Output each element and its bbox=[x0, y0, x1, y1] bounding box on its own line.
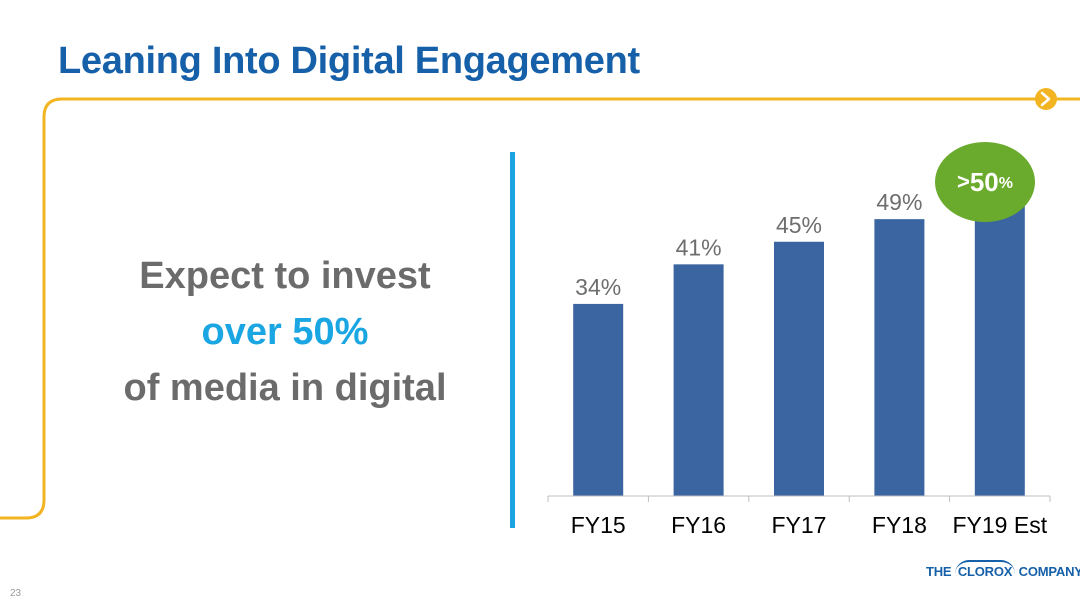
vertical-divider bbox=[510, 152, 515, 528]
badge-value: 50 bbox=[969, 166, 999, 197]
estimate-badge: > 50 % bbox=[935, 142, 1035, 222]
bar-4 bbox=[974, 202, 1025, 496]
company-logo: THE CLOROX COMPANY bbox=[926, 560, 1080, 586]
investment-callout: Expect to invest over 50% of media in di… bbox=[70, 248, 500, 416]
data-label-2: 45% bbox=[776, 212, 822, 238]
x-tick-label-2: FY17 bbox=[772, 512, 827, 538]
bar-2 bbox=[774, 241, 824, 496]
logo-the: THE bbox=[926, 564, 952, 579]
bar-0 bbox=[573, 303, 624, 496]
callout-line-1: Expect to invest bbox=[139, 255, 431, 297]
callout-line-3: of media in digital bbox=[123, 367, 447, 409]
frame-line bbox=[0, 97, 1080, 520]
badge-prefix: > bbox=[956, 169, 970, 194]
page-number: 23 bbox=[10, 588, 22, 599]
chevron-right-icon bbox=[1035, 88, 1057, 110]
x-tick-label-0: FY15 bbox=[571, 512, 626, 538]
badge-suffix: % bbox=[998, 175, 1013, 192]
bar-1 bbox=[673, 264, 724, 496]
logo-company: COMPANY bbox=[1018, 564, 1080, 579]
bar-3 bbox=[874, 219, 925, 496]
x-tick-label-3: FY18 bbox=[872, 512, 927, 538]
callout-line-2: over 50% bbox=[201, 311, 369, 353]
data-label-1: 41% bbox=[676, 234, 722, 260]
page-title: Leaning Into Digital Engagement bbox=[58, 40, 640, 82]
data-label-0: 34% bbox=[575, 274, 621, 300]
data-label-3: 49% bbox=[876, 189, 922, 215]
x-tick-label-1: FY16 bbox=[671, 512, 726, 538]
logo-clorox: CLOROX bbox=[954, 560, 1016, 579]
x-tick-label-4: FY19 Est bbox=[952, 512, 1047, 538]
